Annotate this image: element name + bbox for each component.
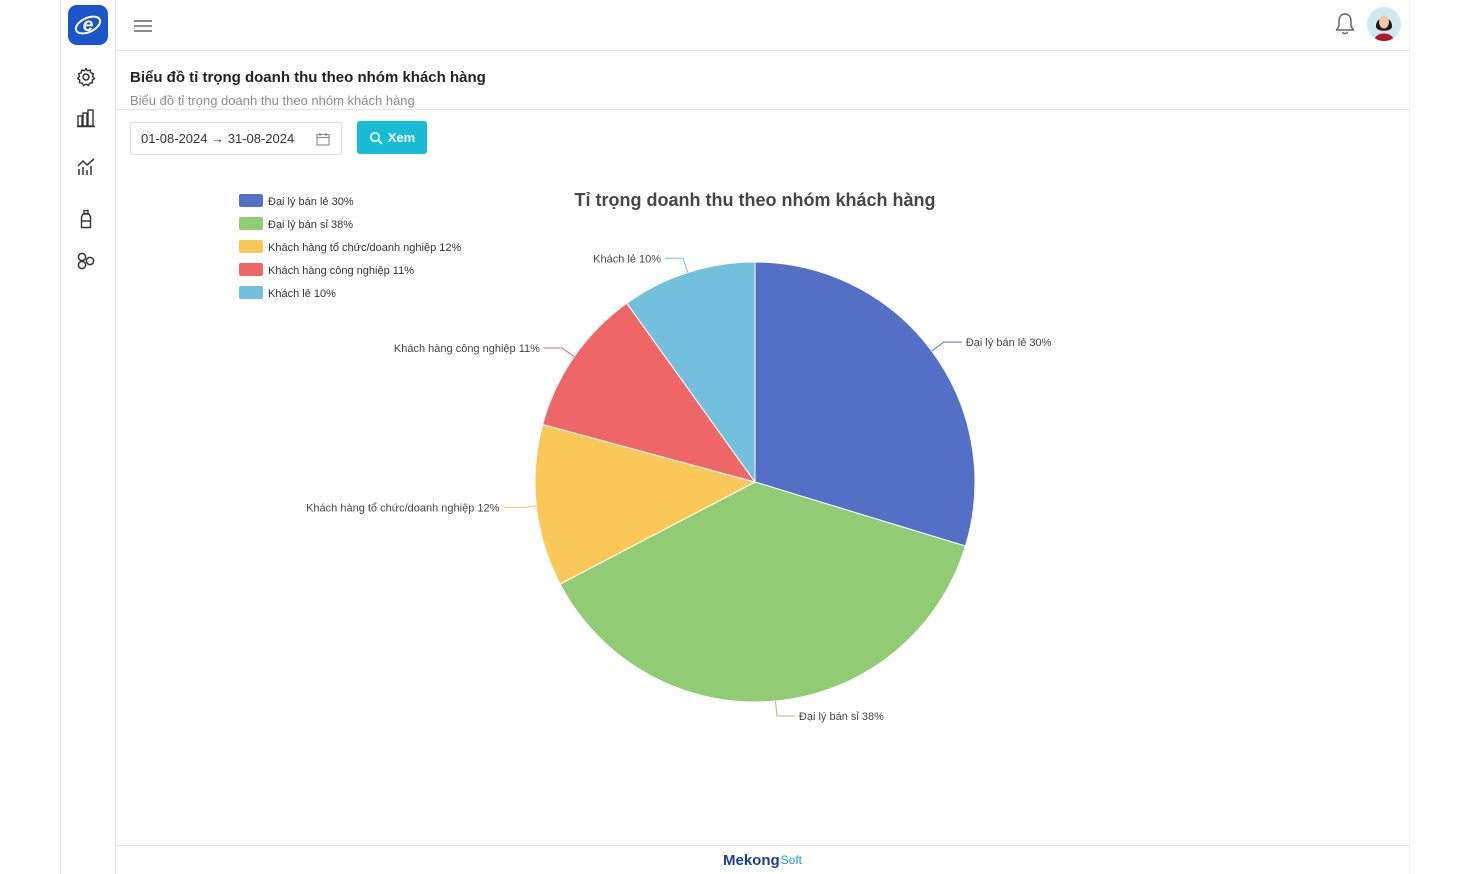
avatar[interactable] [1367,7,1401,41]
label-leader-line [503,505,537,509]
legend-swatch[interactable] [239,217,263,230]
pie-slice[interactable] [559,481,967,703]
sidebar-item-modules[interactable] [75,250,97,272]
sidebar-item-settings[interactable] [75,66,97,88]
legend-swatch[interactable] [239,194,263,207]
slice-label: Khách hàng công nghiệp 11% [394,343,540,355]
date-range-picker[interactable]: 01-08-2024 → 31-08-2024 [130,122,342,155]
app-logo[interactable]: e [68,5,108,45]
user-avatar-icon [1367,7,1401,41]
brand-main: Mekong [722,851,780,869]
pie-slice[interactable] [542,302,757,483]
legend-swatch[interactable] [239,263,263,276]
bell-icon[interactable] [1333,11,1357,37]
view-button-label: Xem [387,130,416,145]
page-title: Biểu đồ tỉ trọng doanh thu theo nhóm khá… [130,69,486,86]
bottle-icon [80,209,92,229]
label-leader-line [665,257,689,273]
slice-label: Khách lẻ 10% [593,253,661,265]
slice-label: Đại lý bán sỉ 38% [799,711,884,723]
sidebar: e [61,0,116,874]
label-leader-line [931,341,962,352]
molecule-icon [77,252,95,270]
pie-labels: Đại lý bán lẻ 30% Đại lý bán sỉ 38% Khách … [306,253,1052,723]
page-subtitle: Biểu đồ tỉ trọng doanh thu theo nhóm khá… [130,93,415,108]
legend-label[interactable]: Đại lý bán lẻ 30% [268,196,354,208]
footer-brand: Mekong Soft [116,845,1409,874]
slice-label: Đại lý bán lẻ 30% [966,337,1052,349]
legend-label[interactable]: Đại lý bán sỉ 38% [268,219,353,231]
date-range-value: 01-08-2024 → 31-08-2024 [141,131,295,146]
divider [116,109,1409,110]
main-content: Biểu đồ tỉ trọng doanh thu theo nhóm khá… [116,51,1409,845]
svg-text:e: e [83,15,94,36]
hamburger-icon[interactable] [132,16,154,36]
legend-label[interactable]: Khách lẻ 10% [268,288,336,300]
top-bar [116,0,1409,51]
sidebar-item-products[interactable] [75,208,97,230]
label-leader-line [775,700,795,717]
legend-label[interactable]: Khách hàng tổ chức/doanh nghiệp 12% [268,242,462,254]
sidebar-item-analytics[interactable] [75,156,97,178]
calendar-icon [316,132,330,149]
legend-label[interactable]: Khách hàng công nghiệp 11% [268,265,414,277]
pie-slice[interactable] [534,423,757,585]
pie-chart: Tỉ trọng doanh thu theo nhóm khách hàng … [239,190,1052,723]
pie-slices [534,261,976,703]
app-shell: e [60,0,1410,874]
gear-icon [76,67,96,87]
chart-legend: Đại lý bán lẻ 30% Đại lý bán sỉ 38% Khách … [239,194,462,300]
line-chart-icon [77,158,95,175]
logo-icon: e [74,15,102,36]
chart-title: Tỉ trọng doanh thu theo nhóm khách hàng [575,190,936,210]
building-chart-icon [77,109,95,128]
label-leader-line [543,347,575,358]
legend-swatch[interactable] [239,286,263,299]
brand-sub: Soft [780,853,803,867]
legend-swatch[interactable] [239,240,263,253]
sidebar-item-reports[interactable] [75,107,97,129]
search-icon [369,131,383,144]
slice-label: Khách hàng tổ chức/doanh nghiệp 12% [306,503,500,515]
view-button[interactable]: Xem [357,121,427,154]
